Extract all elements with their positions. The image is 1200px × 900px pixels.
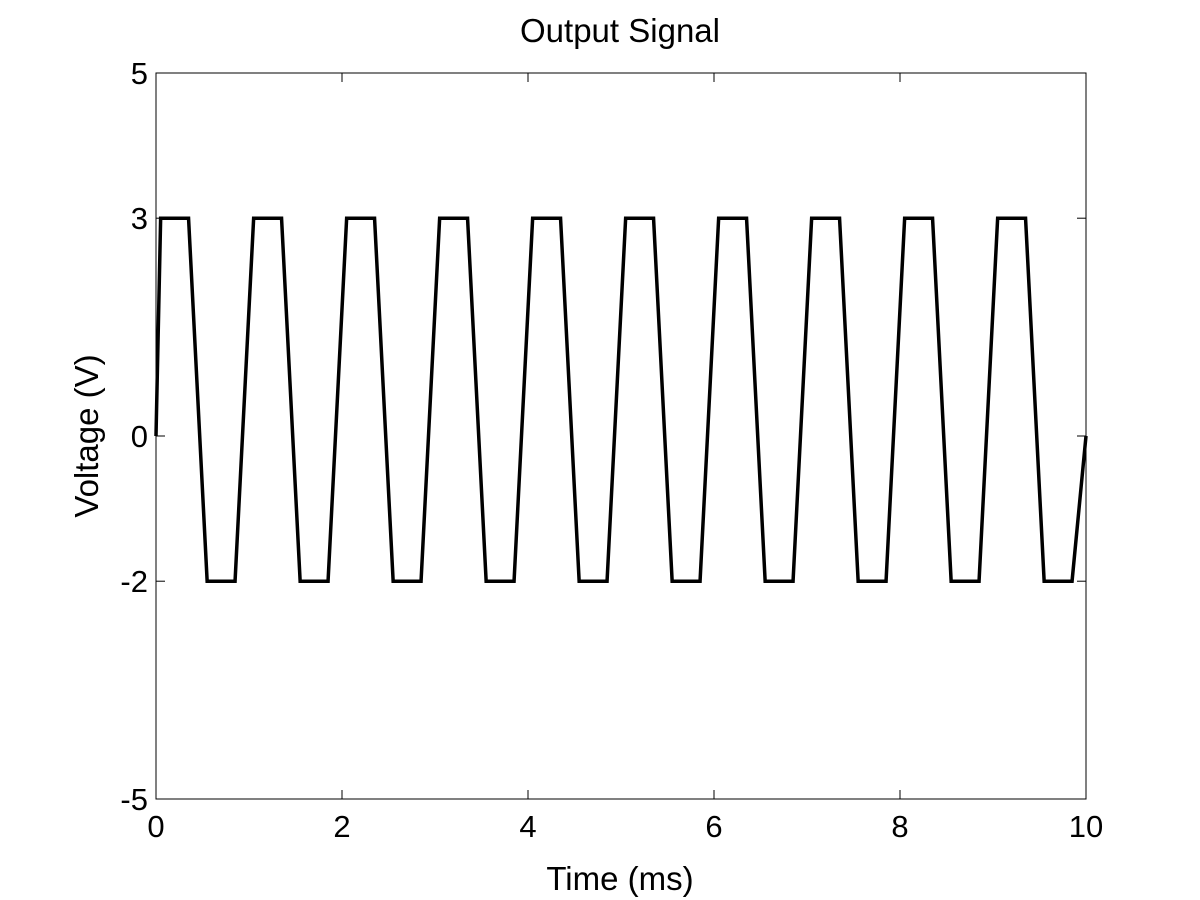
y-tick-label: 0 [131, 419, 148, 454]
x-tick-label: 4 [519, 809, 536, 844]
x-tick-label: 6 [705, 809, 722, 844]
x-tick-label: 2 [333, 809, 350, 844]
y-tick-label: 5 [131, 56, 148, 91]
x-tick-label: 0 [147, 809, 164, 844]
y-tick-label: -5 [120, 782, 148, 817]
series-line-1 [154, 216, 1088, 583]
x-tick-label: 8 [891, 809, 908, 844]
x-axis-label: Time (ms) [546, 860, 693, 897]
plot-area: 0 2 4 6 8 10 -5 -2 0 3 5 [120, 56, 1103, 844]
chart-title: Output Signal [520, 12, 720, 49]
axes-box [155, 72, 1087, 800]
y-axis-label: Voltage (V) [68, 354, 105, 517]
x-tick-label: 10 [1069, 809, 1103, 844]
y-tick-label: -2 [120, 564, 148, 599]
y-tick-label: 3 [131, 201, 148, 236]
